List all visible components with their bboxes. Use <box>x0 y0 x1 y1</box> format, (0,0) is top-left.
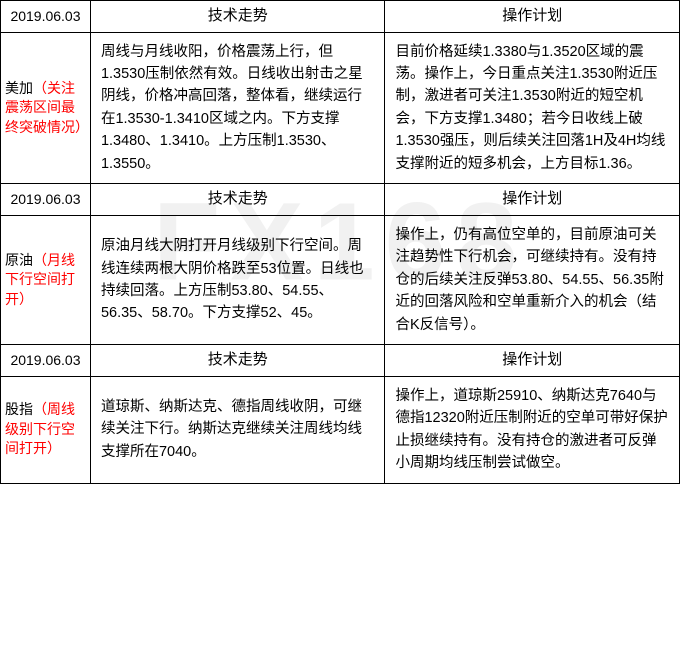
plan-header: 操作计划 <box>385 184 680 216</box>
plan-content: 操作上，道琼斯25910、纳斯达克7640与德指12320附近压制附近的空单可带… <box>385 376 680 483</box>
date-cell: 2019.06.03 <box>1 184 91 216</box>
table-row: 原油（月线下行空间打开） 原油月线大阴打开月线级别下行空间。周线连续两根大阴价格… <box>1 215 680 344</box>
instrument-name: 股指 <box>5 401 33 417</box>
plan-content: 操作上，仍有高位空单的，目前原油可关注趋势性下行机会，可继续持有。没有持仓的后续… <box>385 215 680 344</box>
date-cell: 2019.06.03 <box>1 1 91 33</box>
instrument-name: 原油 <box>5 252 33 268</box>
table-header-row: 2019.06.03 技术走势 操作计划 <box>1 184 680 216</box>
instrument-label: 股指（周线级别下行空间打开） <box>1 376 91 483</box>
plan-header: 操作计划 <box>385 1 680 33</box>
date-cell: 2019.06.03 <box>1 345 91 377</box>
trend-content: 道琼斯、纳斯达克、德指周线收阴，可继续关注下行。纳斯达克继续关注周线均线支撑所在… <box>90 376 385 483</box>
table-row: 股指（周线级别下行空间打开） 道琼斯、纳斯达克、德指周线收阴，可继续关注下行。纳… <box>1 376 680 483</box>
table-row: 美加（关注震荡区间最终突破情况） 周线与月线收阳，价格震荡上行，但1.3530压… <box>1 32 680 184</box>
analysis-table: 2019.06.03 技术走势 操作计划 美加（关注震荡区间最终突破情况） 周线… <box>0 0 680 484</box>
trend-header: 技术走势 <box>90 345 385 377</box>
plan-content: 目前价格延续1.3380与1.3520区域的震荡。操作上，今日重点关注1.353… <box>385 32 680 184</box>
instrument-label: 原油（月线下行空间打开） <box>1 215 91 344</box>
trend-content: 原油月线大阴打开月线级别下行空间。周线连续两根大阴价格跌至53位置。日线也持续回… <box>90 215 385 344</box>
table-header-row: 2019.06.03 技术走势 操作计划 <box>1 345 680 377</box>
table-header-row: 2019.06.03 技术走势 操作计划 <box>1 1 680 33</box>
instrument-label: 美加（关注震荡区间最终突破情况） <box>1 32 91 184</box>
trend-header: 技术走势 <box>90 184 385 216</box>
instrument-name: 美加 <box>5 80 33 96</box>
trend-content: 周线与月线收阳，价格震荡上行，但1.3530压制依然有效。日线收出射击之星阴线，… <box>90 32 385 184</box>
plan-header: 操作计划 <box>385 345 680 377</box>
trend-header: 技术走势 <box>90 1 385 33</box>
